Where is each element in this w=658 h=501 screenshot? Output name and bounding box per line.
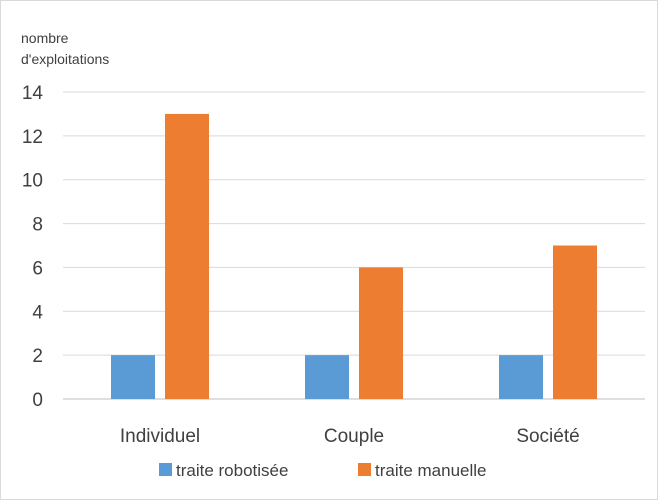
y-axis-ticks: 0 2 4 6 8 10 12 14 (22, 83, 44, 411)
y-tick-label-8: 8 (32, 215, 43, 236)
y-axis-label: nombre d'exploitations (21, 30, 109, 67)
x-tick-label-couple: Couple (324, 426, 384, 447)
legend-label-traite-manuelle: traite manuelle (375, 461, 487, 480)
y-tick-label-10: 10 (22, 171, 43, 192)
y-axis-label-line-2: d'exploitations (21, 51, 109, 67)
x-tick-label-individuel: Individuel (120, 426, 200, 447)
bars (111, 113, 597, 399)
legend: traite robotisée traite manuelle (159, 461, 487, 480)
legend-swatch-traite-manuelle (358, 463, 371, 476)
y-tick-label-0: 0 (32, 390, 43, 411)
bar-individuel-traite-manuelle (165, 113, 209, 399)
y-tick-label-2: 2 (32, 346, 43, 367)
y-tick-label-6: 6 (32, 258, 43, 279)
bar-individuel-traite-robotisee (111, 355, 155, 399)
legend-label-traite-robotisee: traite robotisée (176, 461, 288, 480)
bar-couple-traite-robotisee (305, 355, 349, 399)
gridlines (63, 91, 645, 400)
y-tick-label-14: 14 (22, 83, 44, 104)
y-tick-label-4: 4 (32, 302, 43, 323)
y-tick-label-12: 12 (22, 127, 43, 148)
bar-couple-traite-manuelle (359, 267, 403, 399)
bar-societe-traite-robotisee (499, 355, 543, 399)
x-axis: Individuel Couple Société (120, 426, 580, 447)
x-tick-label-societe: Société (516, 426, 579, 447)
legend-swatch-traite-robotisee (159, 463, 172, 476)
y-axis-label-line-1: nombre (21, 30, 69, 46)
bar-societe-traite-manuelle (553, 245, 597, 399)
